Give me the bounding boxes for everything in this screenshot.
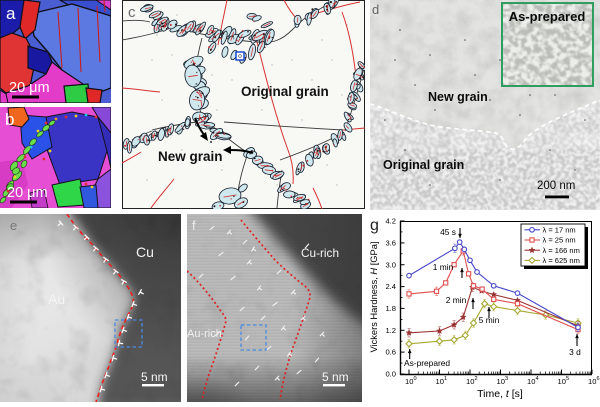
svg-text:Original grain: Original grain xyxy=(241,84,329,99)
svg-text:Au-rich: Au-rich xyxy=(187,328,222,340)
svg-text:1.8: 1.8 xyxy=(385,304,396,313)
svg-text:New grain: New grain xyxy=(158,149,223,164)
svg-text:2: 2 xyxy=(475,376,478,382)
svg-text:a: a xyxy=(6,4,16,23)
svg-text:1.2: 1.2 xyxy=(385,326,396,335)
svg-text:Cu-rich: Cu-rich xyxy=(301,246,339,260)
svg-text:5 nm: 5 nm xyxy=(141,370,168,384)
svg-text:c: c xyxy=(128,4,136,21)
svg-text:g: g xyxy=(370,217,379,234)
svg-text:200 nm: 200 nm xyxy=(537,180,575,192)
svg-text:f: f xyxy=(192,218,196,233)
svg-text:Au: Au xyxy=(48,291,65,307)
svg-text:e: e xyxy=(10,218,17,233)
svg-text:0.6: 0.6 xyxy=(385,348,396,357)
svg-text:1: 1 xyxy=(444,376,447,382)
svg-text:4: 4 xyxy=(536,376,539,382)
svg-text:0: 0 xyxy=(414,376,417,382)
svg-text:As-prepared: As-prepared xyxy=(509,9,586,24)
svg-text:20 μm: 20 μm xyxy=(9,80,50,96)
svg-text:b: b xyxy=(5,110,14,129)
svg-text:3 d: 3 d xyxy=(569,347,581,357)
svg-text:10: 10 xyxy=(466,377,474,386)
svg-text:λ = 17 nm: λ = 17 nm xyxy=(543,226,576,235)
svg-text:As-prepared: As-prepared xyxy=(404,358,450,368)
svg-text:New grain: New grain xyxy=(428,90,488,104)
svg-text:λ = 25 nm: λ = 25 nm xyxy=(543,236,576,245)
svg-text:10: 10 xyxy=(588,377,596,386)
svg-text:Time, t [s]: Time, t [s] xyxy=(477,388,523,400)
svg-text:45 s: 45 s xyxy=(440,227,456,237)
svg-text:Vickers Hardness, H [GPa]: Vickers Hardness, H [GPa] xyxy=(369,242,379,353)
svg-text:Original grain: Original grain xyxy=(383,158,464,172)
svg-text:λ = 166 nm: λ = 166 nm xyxy=(543,246,580,255)
svg-text:4.2: 4.2 xyxy=(385,217,396,226)
svg-text:0.0: 0.0 xyxy=(385,370,396,379)
svg-text:λ = 625 nm: λ = 625 nm xyxy=(543,256,580,265)
svg-text:10: 10 xyxy=(405,377,413,386)
svg-text:3: 3 xyxy=(505,376,508,382)
svg-text:1 min: 1 min xyxy=(433,262,454,272)
svg-text:2 min: 2 min xyxy=(446,295,467,305)
svg-text:5: 5 xyxy=(566,376,569,382)
svg-text:10: 10 xyxy=(436,377,444,386)
svg-text:5 nm: 5 nm xyxy=(322,370,349,384)
svg-text:3.0: 3.0 xyxy=(385,260,396,269)
svg-text:20 μm: 20 μm xyxy=(7,185,48,201)
svg-text:6: 6 xyxy=(597,376,600,382)
svg-text:Cu: Cu xyxy=(136,244,154,260)
svg-text:3.6: 3.6 xyxy=(385,239,396,248)
svg-text:10: 10 xyxy=(558,377,566,386)
svg-text:10: 10 xyxy=(527,377,535,386)
svg-text:2.4: 2.4 xyxy=(385,282,396,291)
svg-text:d: d xyxy=(372,2,379,17)
svg-text:10: 10 xyxy=(497,377,505,386)
